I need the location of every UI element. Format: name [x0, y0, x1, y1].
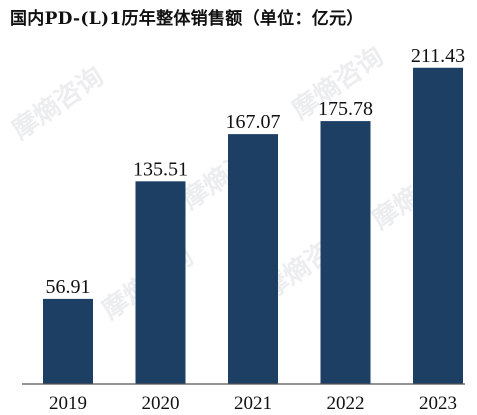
x-tick-label-2021: 2021 — [234, 393, 272, 414]
watermark-text: 摩熵咨询 — [6, 61, 109, 146]
x-tick-label-2019: 2019 — [49, 393, 87, 414]
x-tick-label-2020: 2020 — [142, 393, 180, 414]
bar-2023 — [413, 67, 463, 384]
value-label-2023: 211.43 — [411, 45, 465, 67]
chart-title: 国内PD-(L)1历年整体销售额（单位：亿元） — [10, 9, 364, 29]
value-label-2019: 56.91 — [46, 276, 91, 298]
bar-2022 — [320, 121, 371, 384]
x-tick-labels-group: 2019 2020 2021 2022 2023 — [49, 393, 457, 414]
value-label-2020: 135.51 — [133, 158, 188, 180]
value-labels-group: 56.91 135.51 167.07 175.78 211.43 — [46, 45, 466, 298]
bars-group — [43, 67, 463, 384]
value-label-2021: 167.07 — [226, 111, 281, 133]
bar-2020 — [135, 181, 186, 384]
value-label-2022: 175.78 — [318, 98, 373, 120]
x-tick-label-2023: 2023 — [419, 393, 457, 414]
x-tick-label-2022: 2022 — [327, 393, 365, 414]
bar-2021 — [228, 134, 278, 384]
bar-2019 — [43, 298, 93, 384]
